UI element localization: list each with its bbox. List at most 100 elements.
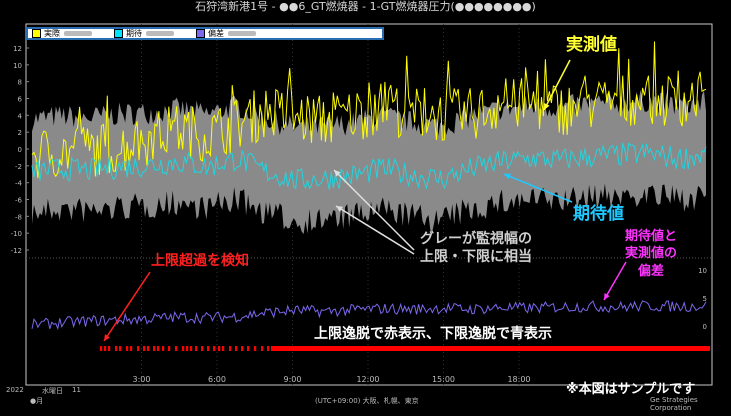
annotation-deviation-line1: 期待値と bbox=[625, 229, 678, 244]
alert-marker bbox=[186, 346, 189, 351]
alert-marker bbox=[168, 346, 171, 351]
x-tick-label: 18:00 bbox=[507, 375, 530, 384]
legend-swatch-actual bbox=[32, 29, 41, 38]
legend-item-deviation[interactable]: 偏差 bbox=[196, 28, 256, 39]
y-tick-label-upper: 4 bbox=[18, 112, 23, 120]
legend-value-hidden bbox=[146, 31, 174, 36]
alert-marker bbox=[254, 346, 257, 351]
monitoring-band bbox=[32, 89, 706, 235]
legend-item-actual[interactable]: 実際 bbox=[32, 28, 92, 39]
x-tick-label: 6:00 bbox=[208, 375, 226, 384]
alert-marker bbox=[201, 346, 204, 351]
alert-marker bbox=[241, 346, 244, 351]
legend-label-deviation: 偏差 bbox=[208, 29, 224, 38]
annotation-alert-color: 上限逸脱で赤表示、下限逸脱で青表示 bbox=[314, 326, 552, 342]
footer-month: ●月 bbox=[30, 397, 44, 405]
annotation-deviation-line2: 実測値の bbox=[625, 246, 678, 262]
legend-item-expected[interactable]: 期待 bbox=[114, 28, 174, 39]
y-tick-label-upper: 8 bbox=[18, 79, 22, 87]
annotation-actual: 実測値 bbox=[566, 35, 617, 55]
footer-day-num: 11 bbox=[72, 386, 81, 394]
footer-year: 2022 bbox=[6, 386, 24, 394]
footer-timezone: (UTC+09:00) 大阪、札幌、東京 bbox=[315, 397, 419, 405]
annotation-deviation: 期待値と 実測値の 偏差 bbox=[625, 229, 678, 279]
alert-marker bbox=[207, 346, 210, 351]
annotation-gray-band-line1: グレーが監視幅の bbox=[420, 231, 532, 247]
arrow-actual-head bbox=[544, 103, 550, 110]
y-tick-label-upper: -8 bbox=[15, 213, 22, 221]
alert-marker bbox=[247, 346, 250, 351]
alert-marker bbox=[100, 346, 103, 351]
annotation-expected: 期待値 bbox=[573, 204, 624, 224]
alert-marker bbox=[104, 346, 107, 351]
arrow-band-upper bbox=[333, 169, 415, 251]
arrow-actual bbox=[543, 59, 571, 111]
y-tick-label-upper: 2 bbox=[18, 129, 22, 137]
alert-marker-bar bbox=[272, 346, 710, 351]
annotation-deviation-line3: 偏差 bbox=[638, 263, 665, 279]
alert-marker bbox=[157, 346, 160, 351]
y-tick-label-upper: -6 bbox=[15, 197, 23, 205]
arrow-upper-exceed-head bbox=[104, 334, 111, 341]
alert-marker bbox=[143, 346, 146, 351]
alert-marker bbox=[137, 346, 140, 351]
arrow-upper-exceed bbox=[103, 271, 151, 342]
y-tick-label-upper: 0 bbox=[18, 146, 22, 154]
alert-marker bbox=[182, 346, 185, 351]
y-tick-label-upper: -2 bbox=[15, 163, 22, 171]
chart-legend[interactable]: 実際 期待 偏差 bbox=[26, 27, 384, 40]
annotation-upper-exceed: 上限超過を検知 bbox=[151, 253, 249, 269]
y-tick-label-upper: 12 bbox=[13, 45, 22, 53]
arrow-band-lower bbox=[335, 205, 415, 255]
x-tick-label: 15:00 bbox=[432, 375, 455, 384]
legend-label-actual: 実際 bbox=[44, 29, 60, 38]
alert-marker bbox=[261, 346, 264, 351]
alert-marker bbox=[162, 346, 165, 351]
y-tick-label-lower: 0 bbox=[703, 323, 707, 331]
alert-marker bbox=[119, 346, 122, 351]
y-tick-label-lower: 10 bbox=[698, 267, 707, 275]
sample-note: ※本図はサンプルです bbox=[566, 382, 696, 397]
alert-marker bbox=[126, 346, 129, 351]
alert-marker bbox=[147, 346, 150, 351]
y-tick-label-upper: 6 bbox=[18, 96, 23, 104]
arrow-deviation-head bbox=[604, 293, 610, 300]
annotation-gray-band-line2: 上限・下限に相当 bbox=[420, 249, 532, 266]
series-line-expected bbox=[31, 142, 707, 190]
alert-marker bbox=[213, 346, 216, 351]
alert-marker bbox=[222, 346, 225, 351]
alert-marker bbox=[115, 346, 118, 351]
alert-marker bbox=[108, 346, 111, 351]
y-tick-label-upper: -10 bbox=[11, 230, 22, 238]
alert-marker bbox=[153, 346, 156, 351]
alert-marker bbox=[195, 346, 198, 351]
alert-marker bbox=[229, 346, 232, 351]
series-line-actual bbox=[31, 41, 707, 178]
arrow-band-lower-head bbox=[336, 206, 343, 212]
alert-marker bbox=[175, 346, 178, 351]
footer-vendor: Ge Strategies Corporation bbox=[650, 396, 698, 412]
annotation-gray-band: グレーが監視幅の 上限・下限に相当 bbox=[420, 231, 532, 266]
arrow-expected-head bbox=[504, 173, 511, 180]
y-tick-label-lower: 5 bbox=[703, 295, 707, 303]
alert-marker bbox=[235, 346, 238, 351]
legend-label-expected: 期待 bbox=[126, 29, 142, 38]
footer-day-label: 水曜日 bbox=[42, 387, 63, 395]
legend-value-hidden bbox=[64, 31, 92, 36]
y-tick-label-upper: 10 bbox=[13, 62, 22, 70]
legend-swatch-expected bbox=[114, 29, 123, 38]
x-tick-label: 3:00 bbox=[133, 375, 151, 384]
y-tick-label-upper: -4 bbox=[15, 180, 23, 188]
window-title: 石狩湾新港1号 - ●●6_GT燃焼器 - 1-GT燃焼器圧力(●●●●●●●●… bbox=[195, 0, 536, 13]
arrow-band-upper-head bbox=[334, 170, 341, 177]
alert-marker bbox=[130, 346, 133, 351]
x-tick-label: 9:00 bbox=[284, 375, 302, 384]
arrow-deviation bbox=[603, 261, 627, 301]
alert-marker bbox=[190, 346, 193, 351]
legend-value-hidden bbox=[228, 31, 256, 36]
series-line-deviation bbox=[31, 300, 707, 331]
legend-swatch-deviation bbox=[196, 29, 205, 38]
x-tick-label: 12:00 bbox=[356, 375, 379, 384]
y-tick-label-upper: -12 bbox=[11, 247, 22, 255]
